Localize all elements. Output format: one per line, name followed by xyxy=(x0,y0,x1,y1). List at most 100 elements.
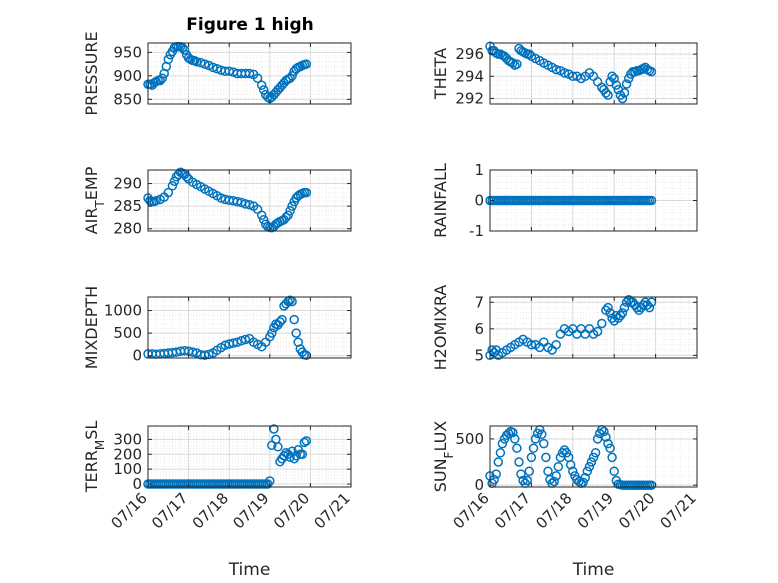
data-point xyxy=(181,172,192,182)
data-point xyxy=(240,334,251,345)
data-point xyxy=(524,49,535,59)
figure-title: Figure 1 high xyxy=(186,15,314,35)
data-point xyxy=(516,469,526,479)
data-point xyxy=(299,437,310,448)
y-axis-label: MIXDEPTH xyxy=(82,286,101,369)
data-point xyxy=(601,432,611,442)
data-point xyxy=(621,297,632,308)
data-point xyxy=(588,452,599,463)
data-point xyxy=(212,64,222,74)
y-tick-label: 0 xyxy=(132,475,142,493)
data-point xyxy=(244,68,255,79)
data-point xyxy=(163,54,174,65)
data-point xyxy=(592,326,603,337)
data-point xyxy=(586,457,597,467)
x-axis-label: Time xyxy=(228,560,271,580)
data-point xyxy=(273,442,283,452)
data-point xyxy=(568,466,578,477)
data-point xyxy=(578,477,588,488)
data-point xyxy=(623,73,634,84)
data-point xyxy=(568,71,578,82)
data-point xyxy=(285,205,295,216)
data-point xyxy=(619,302,630,313)
data-point xyxy=(510,434,520,444)
data-point xyxy=(549,476,559,487)
data-point xyxy=(603,302,613,313)
data-point xyxy=(619,88,630,98)
data-point xyxy=(512,443,522,453)
data-point xyxy=(200,350,210,361)
y-axis-label: AIRTEMP xyxy=(82,166,107,234)
data-point xyxy=(603,90,613,100)
data-point xyxy=(275,317,285,327)
data-point xyxy=(551,339,561,350)
data-point xyxy=(503,428,514,439)
data-point xyxy=(638,300,648,310)
data-point xyxy=(537,429,547,440)
axes-box xyxy=(147,296,352,359)
y-tick-label: 900 xyxy=(113,67,142,85)
data-point xyxy=(167,181,178,191)
data-point xyxy=(609,466,619,477)
subplot-theta: 292 294 296 THETA xyxy=(431,41,698,107)
data-point xyxy=(277,314,287,325)
x-axis-label: Time xyxy=(572,560,615,580)
data-point xyxy=(512,59,522,69)
data-point xyxy=(157,73,167,83)
data-point xyxy=(151,195,161,206)
y-axis-label: THETA xyxy=(431,48,450,100)
data-point xyxy=(609,73,619,84)
data-point xyxy=(559,68,570,78)
y-tick-label: 1 xyxy=(474,161,484,179)
data-point xyxy=(508,427,518,438)
data-point xyxy=(155,75,165,86)
data-point xyxy=(263,92,273,102)
y-tick-label: 950 xyxy=(113,43,142,61)
data-point xyxy=(615,310,626,321)
data-point xyxy=(528,443,539,453)
data-point xyxy=(621,79,632,89)
data-point xyxy=(487,345,497,355)
data-point xyxy=(495,448,506,458)
axes-box xyxy=(147,425,352,488)
data-point xyxy=(565,460,576,470)
data-point xyxy=(256,210,267,220)
y-tick-label: 296 xyxy=(455,45,484,63)
y-axis-label: TERRMSL xyxy=(82,421,107,494)
data-point xyxy=(518,475,528,486)
data-point xyxy=(553,461,564,472)
data-point xyxy=(644,302,655,313)
data-point xyxy=(232,337,243,347)
y-tick-label: 500 xyxy=(455,430,484,448)
data-point xyxy=(301,59,312,69)
data-point xyxy=(256,80,267,90)
data-point xyxy=(603,438,613,449)
y-tick-label: 100 xyxy=(113,460,142,478)
y-tick-label: 300 xyxy=(113,430,142,448)
data-point xyxy=(526,452,537,463)
data-point xyxy=(283,210,293,220)
data-point xyxy=(285,452,295,462)
data-point xyxy=(287,71,297,81)
y-tick-label: 290 xyxy=(113,175,142,193)
data-point xyxy=(632,302,642,313)
data-point xyxy=(287,201,297,211)
data-point xyxy=(582,466,593,477)
y-tick-label: 0 xyxy=(474,476,484,494)
data-point xyxy=(559,445,570,455)
data-point xyxy=(551,64,561,75)
y-axis-label: SUNFLUX xyxy=(431,421,456,493)
axes-box xyxy=(489,296,698,359)
subplot-pressure: 850 900 950 PRESSURE xyxy=(82,31,352,116)
subplot-rainfall: -1 0 1 RAINFALL xyxy=(431,161,698,240)
data-point xyxy=(530,434,541,444)
data-point xyxy=(281,212,291,223)
data-point xyxy=(601,88,611,98)
data-point xyxy=(597,318,607,329)
y-axis-label: RAINFALL xyxy=(431,163,450,238)
data-point xyxy=(291,451,301,461)
data-point xyxy=(605,443,615,453)
axes-box xyxy=(489,425,698,488)
data-point xyxy=(551,471,561,481)
